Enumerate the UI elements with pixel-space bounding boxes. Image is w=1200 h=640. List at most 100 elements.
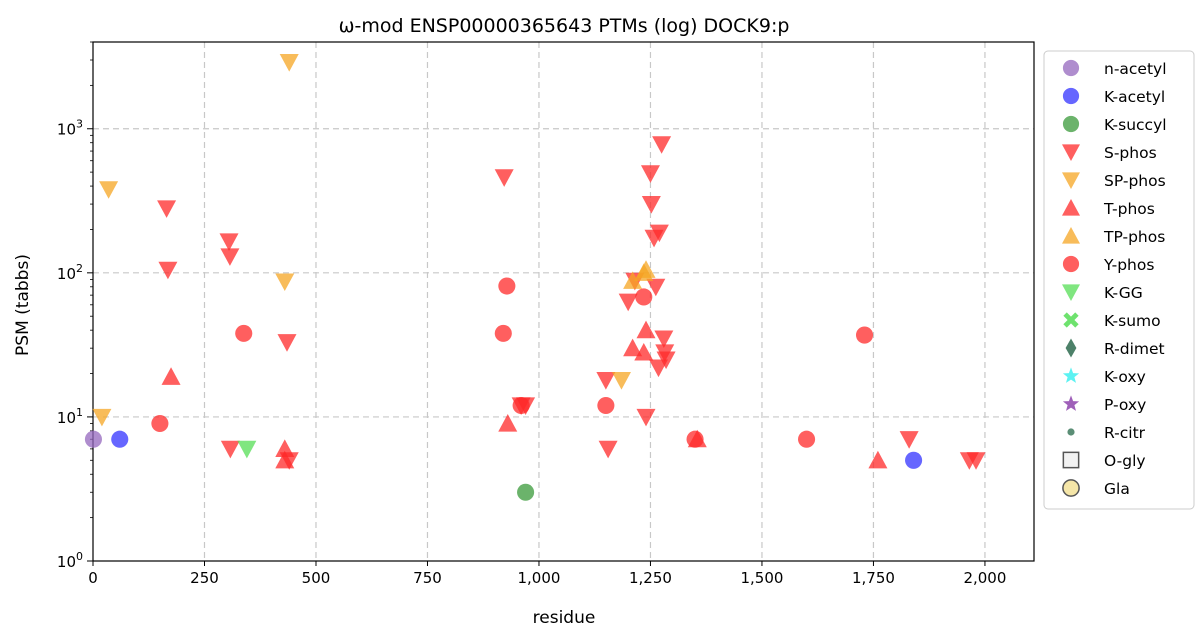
legend-marker-K-acetyl (1062, 87, 1080, 105)
data-point-S-phos (899, 431, 919, 449)
data-point-S-phos (641, 196, 661, 214)
y-tick-base: 10 (57, 121, 76, 139)
data-point-T-phos (275, 450, 295, 469)
legend-frame (1043, 50, 1195, 510)
data-point-K-acetyl (111, 430, 129, 448)
data-point-Y-phos (235, 324, 253, 342)
data-point-S-phos (219, 233, 239, 251)
data-point-TP-phos (636, 260, 656, 278)
legend-label: K-succyl (1104, 116, 1167, 134)
legend-label: Y-phos (1103, 256, 1154, 274)
y-tick-base: 10 (57, 409, 76, 427)
data-point-S-phos (494, 169, 514, 187)
data-point-SP-phos (99, 181, 119, 199)
legend-marker-Gla (1062, 479, 1080, 497)
legend-marker-K-succyl (1062, 115, 1080, 133)
data-point-S-phos (596, 372, 616, 390)
x-tick-label: 2,000 (963, 569, 1006, 587)
legend-marker-K-oxy (1062, 367, 1080, 383)
y-tick-label: 100 (57, 550, 83, 571)
legend-marker-T-phos (1062, 199, 1080, 216)
legend-label: K-oxy (1104, 368, 1146, 386)
legend-marker-O-gly (1062, 451, 1080, 469)
legend-label: R-dimet (1104, 340, 1165, 358)
legend-label: Gla (1104, 480, 1130, 498)
data-point-SP-phos (279, 54, 299, 72)
legend-marker-R-dimet (1065, 338, 1077, 358)
y-tick-exponent: 0 (76, 550, 83, 563)
grid-lines (93, 42, 1034, 561)
x-tick-label: 500 (302, 569, 331, 587)
data-point-TP-phos (623, 271, 643, 289)
data-point-K-GG (237, 440, 257, 459)
y-tick-label: 103 (57, 118, 83, 139)
data-point-S-phos (646, 278, 666, 297)
legend-label: R-citr (1104, 424, 1146, 442)
legend-label: O-gly (1104, 452, 1146, 470)
data-point-Y-phos (635, 288, 653, 306)
data-point-K-acetyl (905, 451, 923, 469)
data-point-T-phos (634, 342, 654, 361)
data-point-Y-phos (686, 430, 704, 448)
y-tick-base: 10 (57, 265, 76, 283)
legend-label: K-sumo (1104, 312, 1161, 330)
legend-label: TP-phos (1103, 228, 1165, 246)
legend-marker-Y-phos (1062, 255, 1080, 273)
data-point-S-phos (648, 359, 668, 378)
y-tick-exponent: 1 (76, 406, 83, 419)
legend-marker-TP-phos (1062, 227, 1080, 244)
legend-label: n-acetyl (1104, 60, 1167, 78)
x-tick-label: 250 (190, 569, 219, 587)
legend-marker-n-acetyl (1062, 59, 1080, 77)
y-tick-exponent: 3 (76, 118, 83, 131)
legend-label: S-phos (1104, 144, 1157, 162)
data-point-S-phos (656, 351, 676, 370)
data-point-Y-phos (798, 430, 816, 448)
data-point-S-phos (277, 334, 297, 352)
x-tick-label: 1,500 (740, 569, 783, 587)
legend-marker-S-phos (1062, 144, 1080, 161)
data-point-S-phos (652, 136, 672, 154)
legend-marker-SP-phos (1062, 172, 1080, 189)
data-point-n-acetyl (84, 430, 102, 448)
legend-label: P-oxy (1104, 396, 1146, 414)
data-point-T-phos (868, 450, 888, 469)
data-point-SP-phos (275, 273, 295, 292)
data-point-T-phos (161, 367, 181, 385)
data-point-Y-phos (498, 277, 516, 295)
data-point-S-phos (636, 408, 656, 427)
legend-marker-R-citr (1067, 428, 1075, 436)
data-point-SP-phos (611, 372, 631, 390)
data-point-Y-phos (151, 414, 169, 433)
legend-label: K-acetyl (1104, 88, 1165, 106)
plot-frame (92, 41, 1035, 562)
x-tick-label: 0 (88, 569, 98, 587)
legend-marker-P-oxy (1062, 395, 1080, 411)
data-point-Y-phos (597, 396, 615, 415)
data-point-T-phos (636, 320, 656, 339)
y-axis-label: PSM (tabbs) (13, 254, 33, 356)
data-point-S-phos (618, 293, 638, 312)
x-axis-label: residue (533, 608, 596, 628)
legend-marker-K-sumo (1063, 312, 1079, 328)
axis-ticks: 0 250 500 750 1,000 1,250 1,500 1,750 2,00010010… (57, 41, 1006, 587)
legend-marker-K-GG (1062, 284, 1080, 301)
data-point-T-phos (623, 338, 643, 357)
data-point-S-phos (158, 261, 178, 280)
legend: n-acetyl K-acetyl K-succyl S-phos SP-phos T-p… (1043, 50, 1195, 510)
x-tick-label: 750 (413, 569, 442, 587)
data-point-Y-phos (512, 396, 530, 415)
data-point-S-phos (598, 440, 618, 459)
chart-title: ω-mod ENSP00000365643 PTMs (log) DOCK9:p (339, 15, 790, 37)
y-tick-label: 101 (57, 406, 83, 427)
y-tick-base: 10 (57, 553, 76, 571)
legend-label: K-GG (1104, 284, 1143, 302)
data-point-S-phos (649, 224, 669, 243)
data-point-S-phos (220, 248, 240, 266)
data-point-T-phos (275, 439, 295, 457)
x-tick-label: 1,000 (517, 569, 560, 587)
y-tick-label: 102 (57, 262, 83, 283)
data-point-S-phos (654, 330, 674, 349)
data-point-S-phos (640, 165, 660, 183)
